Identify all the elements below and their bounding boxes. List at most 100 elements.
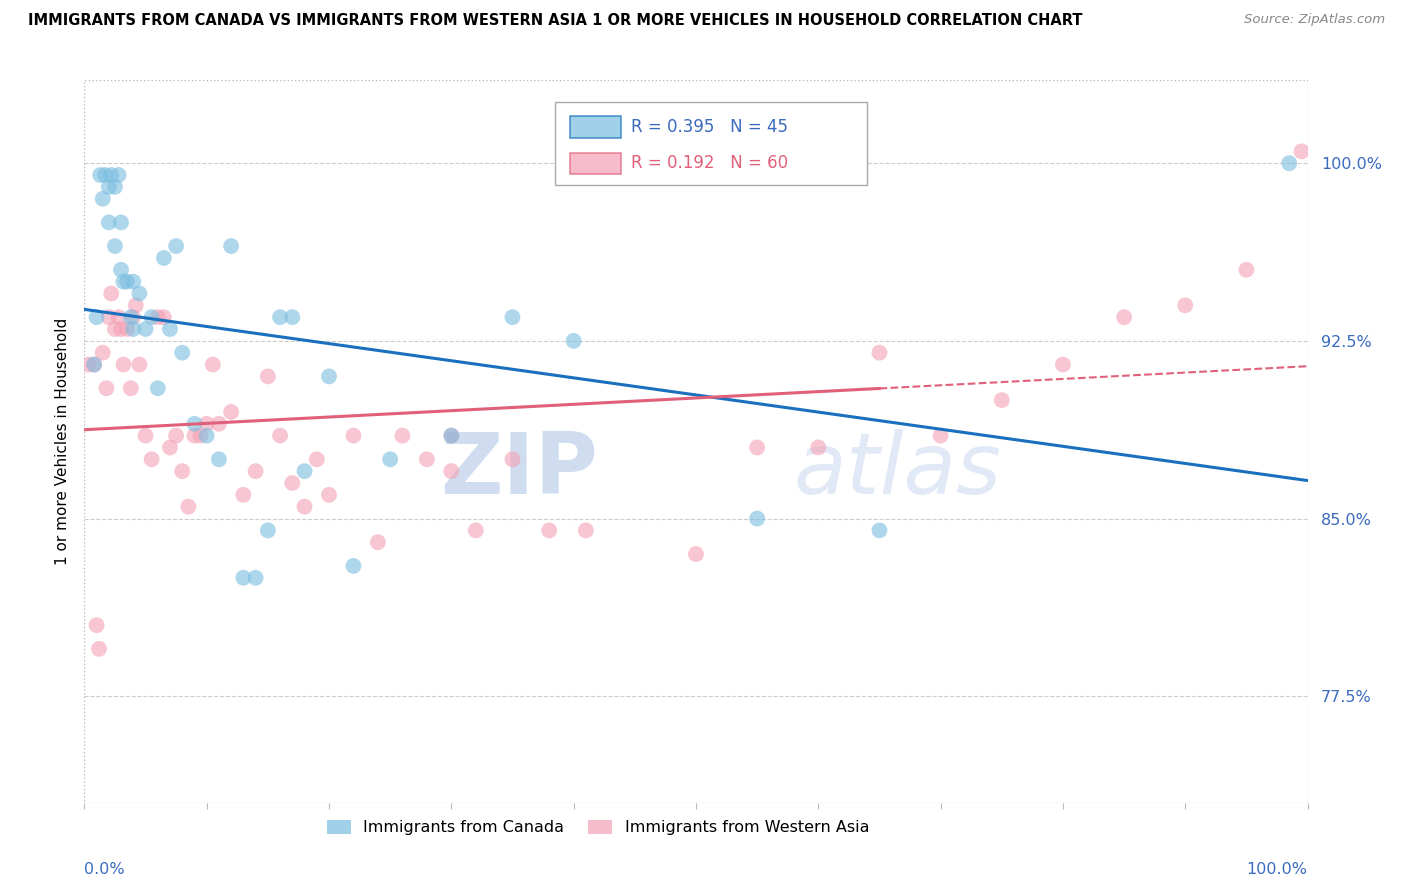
Point — [269, 428, 291, 442]
Point — [183, 428, 205, 442]
Point — [464, 524, 486, 538]
Point — [747, 441, 769, 455]
Point — [153, 251, 176, 265]
Point — [367, 535, 389, 549]
Point — [141, 310, 163, 325]
Point — [165, 239, 187, 253]
Point — [97, 180, 120, 194]
Point — [440, 428, 463, 442]
Point — [1052, 358, 1074, 372]
Point — [107, 310, 129, 325]
Point — [165, 428, 187, 442]
Point — [318, 488, 340, 502]
Point — [104, 180, 127, 194]
Point — [294, 500, 316, 514]
Point — [391, 428, 413, 442]
Point — [97, 310, 120, 325]
Point — [1236, 262, 1258, 277]
Text: 100.0%: 100.0% — [1247, 862, 1308, 877]
Point — [110, 262, 132, 277]
Point — [747, 511, 769, 525]
Point — [342, 558, 364, 573]
Point — [125, 298, 148, 312]
Point — [232, 571, 254, 585]
Point — [87, 641, 110, 656]
Point — [416, 452, 439, 467]
Point — [208, 417, 231, 431]
Text: IMMIGRANTS FROM CANADA VS IMMIGRANTS FROM WESTERN ASIA 1 OR MORE VEHICLES IN HOU: IMMIGRANTS FROM CANADA VS IMMIGRANTS FRO… — [28, 13, 1083, 29]
Point — [342, 428, 364, 442]
Point — [869, 524, 891, 538]
Point — [281, 310, 304, 325]
Point — [100, 168, 122, 182]
Point — [305, 452, 328, 467]
Point — [122, 322, 145, 336]
Point — [135, 322, 157, 336]
Point — [929, 428, 952, 442]
Point — [100, 286, 122, 301]
Point — [128, 358, 150, 372]
Point — [96, 381, 118, 395]
Point — [120, 381, 142, 395]
Point — [91, 192, 114, 206]
Point — [146, 381, 169, 395]
Point — [281, 475, 304, 490]
Text: R = 0.192   N = 60: R = 0.192 N = 60 — [631, 154, 789, 172]
Point — [86, 618, 108, 632]
Text: ZIP: ZIP — [440, 429, 598, 512]
Point — [177, 500, 200, 514]
Point — [219, 405, 242, 419]
Point — [172, 345, 194, 359]
Text: R = 0.395   N = 45: R = 0.395 N = 45 — [631, 119, 789, 136]
Point — [135, 428, 157, 442]
Point — [183, 417, 205, 431]
FancyBboxPatch shape — [569, 153, 621, 174]
Point — [104, 239, 127, 253]
Point — [318, 369, 340, 384]
Point — [502, 310, 524, 325]
Point — [269, 310, 291, 325]
Y-axis label: 1 or more Vehicles in Household: 1 or more Vehicles in Household — [55, 318, 70, 566]
Point — [869, 345, 891, 359]
Point — [1114, 310, 1136, 325]
Point — [562, 334, 585, 348]
Point — [195, 417, 218, 431]
Point — [159, 441, 181, 455]
Point — [685, 547, 707, 561]
Point — [440, 464, 463, 478]
Point — [1291, 145, 1313, 159]
Point — [146, 310, 169, 325]
Point — [89, 168, 111, 182]
Point — [190, 428, 212, 442]
Point — [208, 452, 231, 467]
Point — [141, 452, 163, 467]
Point — [110, 322, 132, 336]
Point — [232, 488, 254, 502]
Legend: Immigrants from Canada, Immigrants from Western Asia: Immigrants from Canada, Immigrants from … — [321, 814, 876, 842]
Point — [807, 441, 830, 455]
Point — [122, 310, 145, 325]
Point — [91, 345, 114, 359]
Point — [110, 215, 132, 229]
Point — [107, 168, 129, 182]
Point — [294, 464, 316, 478]
Point — [153, 310, 176, 325]
FancyBboxPatch shape — [569, 117, 621, 138]
Text: Source: ZipAtlas.com: Source: ZipAtlas.com — [1244, 13, 1385, 27]
Point — [575, 524, 598, 538]
Point — [115, 322, 138, 336]
Point — [77, 358, 100, 372]
Point — [380, 452, 402, 467]
Point — [128, 286, 150, 301]
Point — [991, 393, 1014, 408]
Point — [104, 322, 127, 336]
Point — [502, 452, 524, 467]
Point — [440, 428, 463, 442]
Point — [94, 168, 117, 182]
Point — [219, 239, 242, 253]
Point — [172, 464, 194, 478]
Point — [1174, 298, 1197, 312]
Point — [245, 571, 267, 585]
Point — [112, 275, 135, 289]
Point — [195, 428, 218, 442]
